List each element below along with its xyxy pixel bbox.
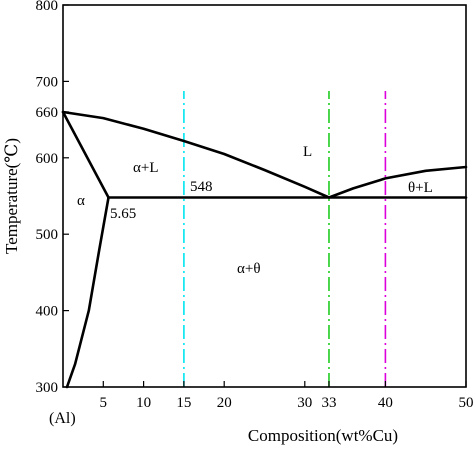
phase-boundaries [61,110,468,389]
y-tick-label: 660 [36,105,59,121]
x-tick-label: 10 [136,395,151,411]
liquidus-theta-curve [327,165,468,199]
x-tick-label: 50 [459,395,474,411]
composition-lines [183,91,387,387]
eutectic-temperature-label: 548 [190,179,213,195]
x-tick-label: 5 [100,395,108,411]
region-label-theta-l: θ+L [408,180,433,196]
axis-ticks: 300 400 500 600 660 700 800 5 10 15 20 30 33 40 50 [36,0,474,411]
solidus-curve [61,110,110,199]
x-tick-label: 30 [297,395,312,411]
y-tick-label: 400 [36,304,59,320]
x-tick-label: 33 [321,395,336,411]
region-label-alpha-theta: α+θ [237,261,261,277]
y-tick-label: 800 [36,0,59,14]
region-label-alpha-l: α+L [133,160,158,176]
y-tick-label: 600 [36,151,59,167]
y-tick-label: 300 [36,380,59,396]
x-tick-label: 40 [378,395,393,411]
x-axis-label: Composition(wt%Cu) [248,426,398,445]
region-label-liquid: L [303,144,312,160]
y-tick-label: 700 [36,74,59,90]
liquidus-al-curve [61,110,331,199]
solvus-curve [65,196,110,389]
region-label-alpha: α [77,193,85,209]
max-solubility-label: 5.65 [110,206,136,222]
x-tick-label: 15 [176,395,191,411]
origin-label: (Al) [49,410,76,427]
plot-frame [62,4,467,388]
y-tick-label: 500 [36,227,59,243]
x-tick-label: 20 [217,395,232,411]
y-axis-label: Temperature(℃) [2,138,21,254]
